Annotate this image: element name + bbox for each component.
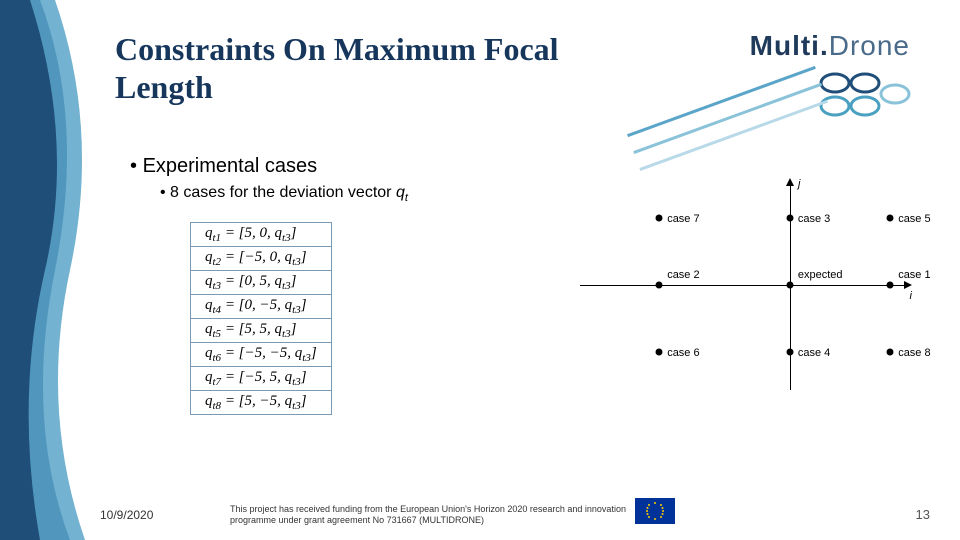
plot-point xyxy=(656,349,663,356)
plot-label: case 8 xyxy=(898,347,930,359)
equations-table: qt1 = [5, 0, qt3]qt2 = [−5, 0, qt3]qt3 =… xyxy=(190,222,332,415)
bullet-inner-text: 8 cases for the deviation vector xyxy=(170,184,396,201)
plot-label: expected xyxy=(798,269,843,281)
plot-point xyxy=(656,214,663,221)
slide: Multi.Drone Constraints On Maximum Focal… xyxy=(0,0,960,540)
plot-label: case 5 xyxy=(898,213,930,225)
eu-flag-icon xyxy=(635,498,675,524)
page-title: Constraints On Maximum Focal Length xyxy=(115,30,635,107)
footer-page-number: 13 xyxy=(916,507,930,522)
plot-point xyxy=(786,214,793,221)
plot-label: case 4 xyxy=(798,347,830,359)
equation-cell: qt2 = [−5, 0, qt3] xyxy=(191,247,332,271)
equation-row: qt1 = [5, 0, qt3] xyxy=(191,223,332,247)
footer-funding-text: This project has received funding from t… xyxy=(230,504,630,526)
logo-text-bold: Multi. xyxy=(750,30,829,61)
plot-point xyxy=(786,282,793,289)
bullet-var: q xyxy=(396,184,405,201)
equation-cell: qt8 = [5, −5, qt3] xyxy=(191,391,332,415)
left-wave-decoration xyxy=(0,0,100,540)
footer: 10/9/2020 This project has received fund… xyxy=(0,488,960,528)
plot-label: case 1 xyxy=(898,269,930,281)
equation-row: qt5 = [5, 5, qt3] xyxy=(191,319,332,343)
equation-cell: qt5 = [5, 5, qt3] xyxy=(191,319,332,343)
equation-cell: qt7 = [−5, 5, qt3] xyxy=(191,367,332,391)
equation-cell: qt6 = [−5, −5, qt3] xyxy=(191,343,332,367)
axis-horizontal xyxy=(580,285,910,286)
logo-text-thin: Drone xyxy=(829,30,910,61)
plot-point xyxy=(656,282,663,289)
plot-point xyxy=(786,349,793,356)
coordinate-plot: i j case 7case 3case 5case 2expectedcase… xyxy=(580,180,910,390)
plot-label: case 6 xyxy=(667,347,699,359)
logo-lines-icon xyxy=(624,58,836,192)
plot-point xyxy=(887,282,894,289)
arrow-j-icon xyxy=(786,178,794,186)
bullet-sub: t xyxy=(405,192,408,204)
logo-text: Multi.Drone xyxy=(750,30,910,62)
equation-cell: qt3 = [0, 5, qt3] xyxy=(191,271,332,295)
plot-label: case 2 xyxy=(667,269,699,281)
plot-point xyxy=(887,349,894,356)
logo: Multi.Drone xyxy=(640,20,940,160)
arrow-i-icon xyxy=(904,281,912,289)
equation-cell: qt1 = [5, 0, qt3] xyxy=(191,223,332,247)
plot-label: case 7 xyxy=(667,213,699,225)
equation-row: qt2 = [−5, 0, qt3] xyxy=(191,247,332,271)
equation-row: qt8 = [5, −5, qt3] xyxy=(191,391,332,415)
axis-label-i: i xyxy=(910,290,912,302)
equation-cell: qt4 = [0, −5, qt3] xyxy=(191,295,332,319)
equation-row: qt3 = [0, 5, qt3] xyxy=(191,271,332,295)
axis-label-j: j xyxy=(798,178,800,190)
bullet-8-cases: 8 cases for the deviation vector qt xyxy=(160,184,530,204)
equation-row: qt4 = [0, −5, qt3] xyxy=(191,295,332,319)
plot-point xyxy=(887,214,894,221)
bullet-experimental-cases: Experimental cases xyxy=(130,155,530,178)
plot-label: case 3 xyxy=(798,213,830,225)
equation-row: qt7 = [−5, 5, qt3] xyxy=(191,367,332,391)
content-bullets: Experimental cases 8 cases for the devia… xyxy=(130,155,530,210)
equation-row: qt6 = [−5, −5, qt3] xyxy=(191,343,332,367)
footer-date: 10/9/2020 xyxy=(100,508,153,522)
